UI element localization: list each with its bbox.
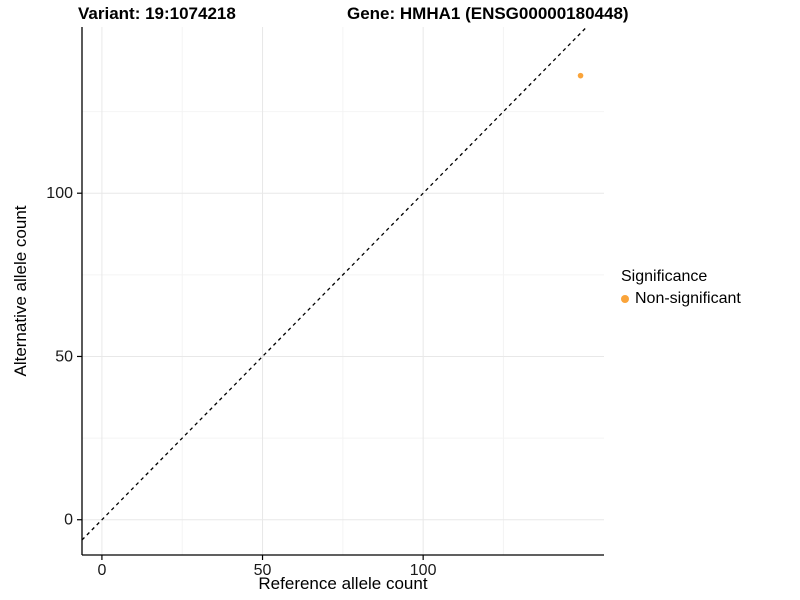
x-tick-label: 0 xyxy=(97,562,106,579)
x-tick-label: 50 xyxy=(254,562,272,579)
legend: Significance Non-significant xyxy=(621,268,741,308)
y-tick-label: 100 xyxy=(46,185,73,202)
legend-item-label: Non-significant xyxy=(635,290,741,307)
variant-title: Variant: 19:1074218 xyxy=(78,4,236,23)
y-axis-title: Alternative allele count xyxy=(11,205,30,377)
gene-title: Gene: HMHA1 (ENSG00000180448) xyxy=(347,4,629,23)
x-axis-title: Reference allele count xyxy=(258,574,428,593)
identity-dashed-line xyxy=(81,26,588,541)
y-tick-label: 0 xyxy=(64,512,73,529)
legend-title: Significance xyxy=(621,268,708,285)
x-tick-label: 100 xyxy=(410,562,437,579)
y-tick-label: 50 xyxy=(55,348,73,365)
legend-item-non-significant: Non-significant xyxy=(621,290,741,308)
legend-point-icon xyxy=(621,295,629,303)
data-point xyxy=(577,72,584,79)
